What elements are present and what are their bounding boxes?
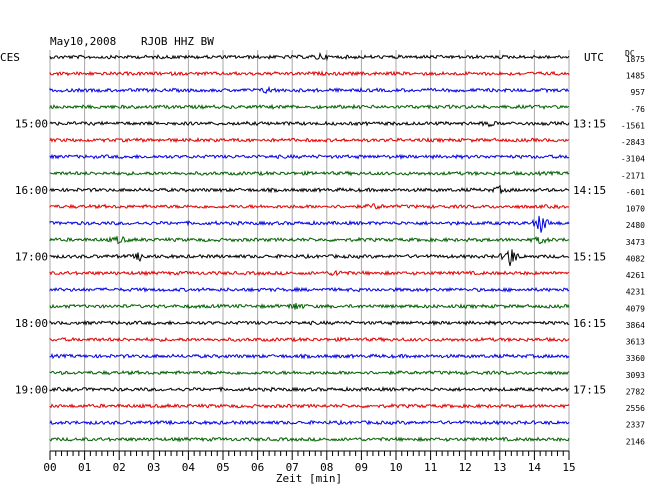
trace-row-17 (49, 336, 570, 343)
trace-row-19 (49, 369, 570, 376)
utc-time-label: 15:15 (573, 250, 606, 263)
x-tick-label: 14 (528, 461, 542, 474)
dc-offset-label: 3473 (626, 238, 645, 247)
minute-gridlines (49, 50, 570, 451)
local-time-label: 16:00 (15, 184, 48, 197)
trace-row-1 (49, 70, 570, 77)
trace-row-13 (49, 269, 570, 277)
dc-offset-label: 4082 (626, 254, 645, 263)
dc-offset-label: -76 (631, 105, 646, 114)
trace-row-11 (49, 235, 570, 245)
dc-offset-label: -2843 (621, 138, 645, 147)
utc-time-label: 14:15 (573, 184, 606, 197)
left-timezone-label: CES (0, 51, 20, 64)
trace-row-23 (49, 436, 570, 443)
dc-offset-label: 4079 (626, 304, 645, 313)
x-tick-label: 01 (78, 461, 91, 474)
local-time-label: 18:00 (15, 317, 48, 330)
x-tick-label: 04 (182, 461, 196, 474)
trace-row-7 (49, 170, 570, 177)
dc-offset-label: 2146 (626, 437, 645, 446)
local-time-label: 15:00 (15, 117, 48, 130)
x-tick-label: 11 (424, 461, 437, 474)
dc-offset-label: 2337 (626, 421, 645, 430)
trace-row-4 (49, 120, 570, 128)
dc-offset-label: 2556 (626, 404, 645, 413)
trace-row-12 (49, 249, 570, 267)
dc-offset-label: 1070 (626, 205, 645, 214)
dc-offset-label: -1561 (621, 121, 645, 130)
trace-row-0 (49, 51, 570, 62)
dc-offset-label: 3613 (626, 338, 645, 347)
x-tick-label: 07 (286, 461, 299, 474)
dc-offset-label: -2171 (621, 171, 645, 180)
x-tick-label: 15 (562, 461, 575, 474)
dc-offset-label: 2782 (626, 387, 645, 396)
trace-row-14 (49, 286, 570, 293)
dc-offset-label: 4261 (626, 271, 645, 280)
trace-row-18 (49, 353, 570, 360)
local-time-label: 19:00 (15, 383, 48, 396)
trace-row-22 (49, 419, 570, 426)
dc-offset-label: 957 (631, 88, 646, 97)
trace-row-21 (49, 402, 570, 410)
x-tick-label: 00 (43, 461, 56, 474)
local-time-labels: 15:00 16:00 17:00 18:00 19:00 (15, 117, 48, 396)
utc-time-label: 17:15 (573, 383, 606, 396)
trace-row-3 (49, 103, 570, 110)
trace-row-10 (49, 215, 570, 233)
seismic-traces (49, 51, 570, 443)
trace-row-16 (49, 319, 570, 327)
trace-row-2 (49, 85, 570, 95)
trace-row-6 (49, 153, 570, 161)
trace-row-5 (49, 136, 570, 144)
dc-offset-label: 3864 (626, 321, 645, 330)
x-axis-label: Zeit [min] (276, 472, 342, 485)
trace-row-9 (49, 203, 570, 210)
right-timezone-label: UTC (584, 51, 604, 64)
trace-row-20 (49, 386, 570, 393)
dc-offset-label: -601 (626, 188, 645, 197)
dc-offset-label: 1875 (626, 55, 645, 64)
local-time-label: 17:00 (15, 250, 48, 263)
utc-time-labels: 13:15 14:15 15:15 16:15 17:15 (573, 117, 606, 396)
x-tick-label: 02 (113, 461, 126, 474)
x-tick-label: 05 (216, 461, 229, 474)
dc-header-label: DC (625, 49, 635, 58)
x-tick-label: 06 (251, 461, 264, 474)
x-axis: 00 01 02 03 04 05 06 07 08 09 10 11 12 13 14 15 (43, 450, 576, 474)
x-tick-label: 03 (147, 461, 160, 474)
x-tick-label: 09 (355, 461, 368, 474)
x-tick-label: 12 (459, 461, 472, 474)
dc-offset-label: 1485 (626, 72, 645, 81)
dc-offset-label: 2480 (626, 221, 645, 230)
dc-offset-labels: 1875 1485 957 -76 -1561 -2843 -3104 -2171 -601 10… (621, 55, 645, 446)
utc-time-label: 16:15 (573, 317, 606, 330)
x-tick-label: 13 (493, 461, 506, 474)
x-tick-label: 08 (320, 461, 333, 474)
dc-offset-label: 3093 (626, 371, 645, 380)
trace-row-8 (49, 184, 570, 194)
dc-offset-label: 3360 (626, 354, 645, 363)
station-label: RJOB HHZ BW (141, 35, 214, 48)
trace-row-15 (49, 303, 570, 310)
dc-offset-label: -3104 (621, 155, 645, 164)
x-tick-label: 10 (389, 461, 402, 474)
date-label: May10,2008 (50, 35, 116, 48)
dc-offset-label: 4231 (626, 288, 645, 297)
utc-time-label: 13:15 (573, 117, 606, 130)
